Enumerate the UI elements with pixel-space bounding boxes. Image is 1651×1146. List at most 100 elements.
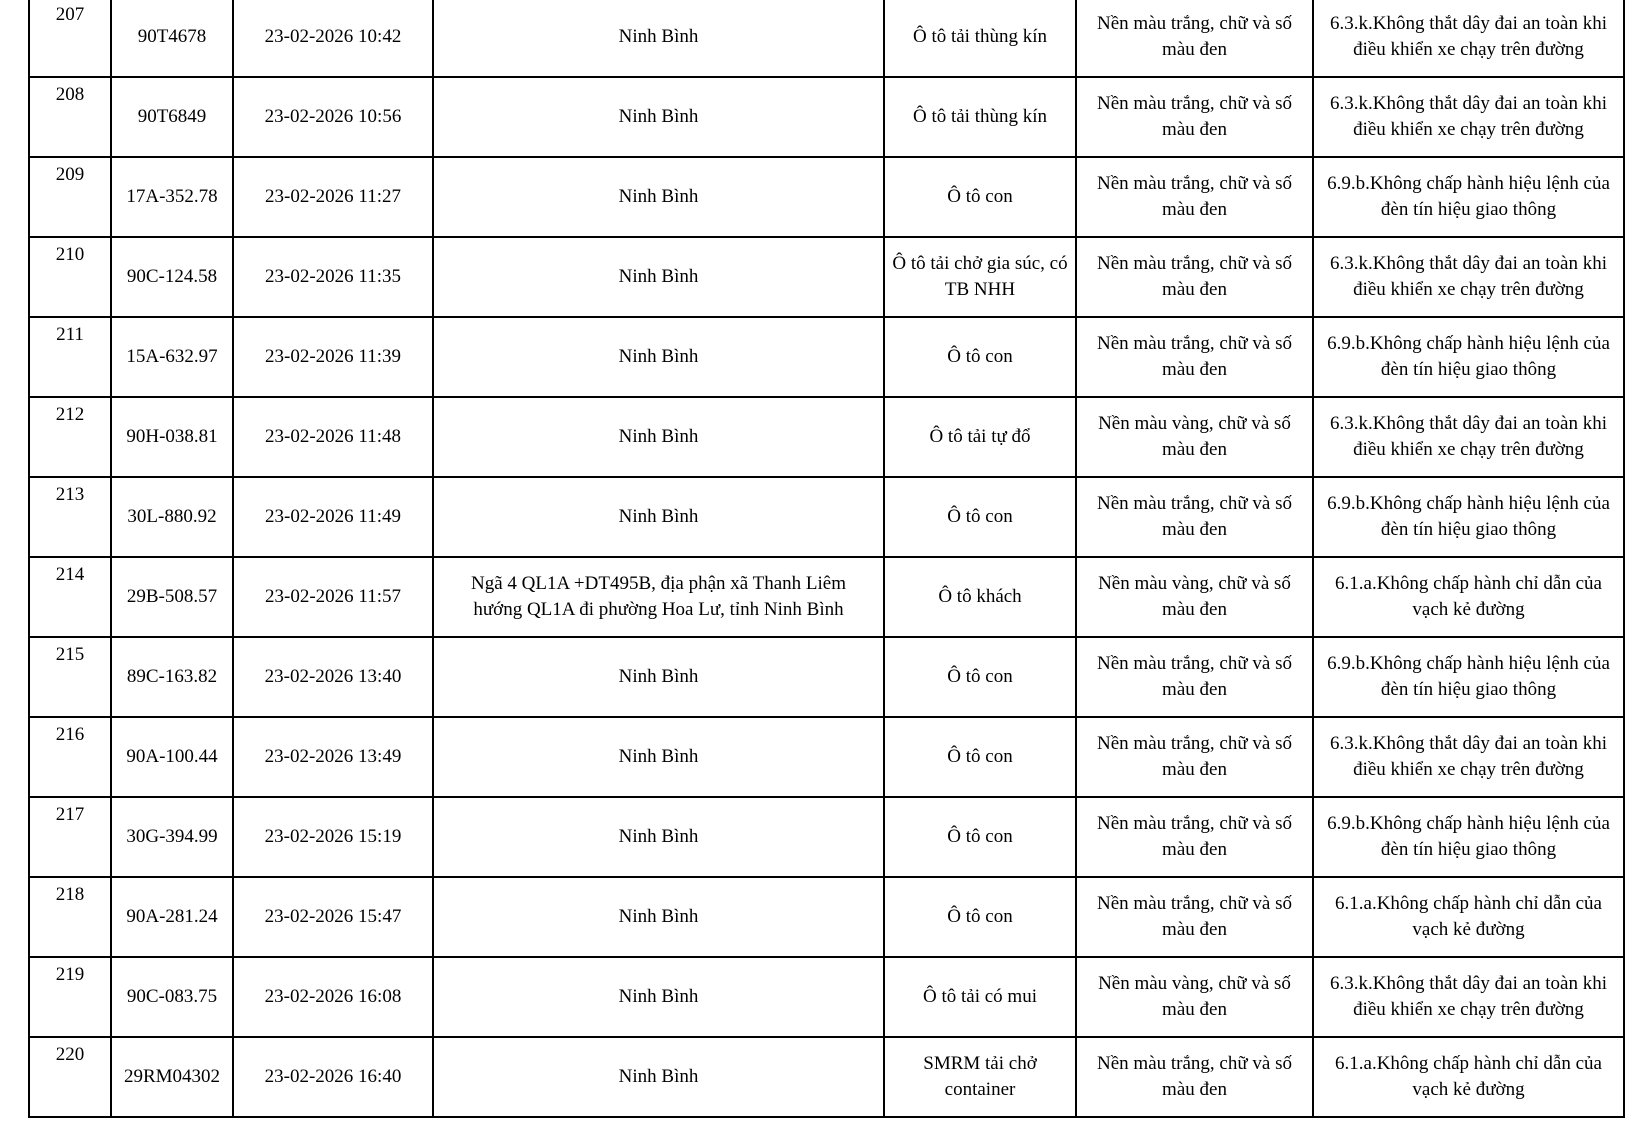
- index-cell: 220: [28, 1036, 112, 1118]
- datetime-cell: 23-02-2026 16:08: [232, 956, 434, 1038]
- vehicle-cell: Ô tô con: [883, 316, 1077, 398]
- vehicle-cell: Ô tô tải thùng kín: [883, 0, 1077, 78]
- index-cell: 217: [28, 796, 112, 878]
- plate-cell: 90A-281.24: [110, 876, 234, 958]
- index-cell: 213: [28, 476, 112, 558]
- location-cell: Ninh Bình: [432, 636, 885, 718]
- plate-color-cell: Nền màu trắng, chữ và số màu đen: [1075, 636, 1314, 718]
- index-cell: 207: [28, 0, 112, 78]
- datetime-cell: 23-02-2026 11:39: [232, 316, 434, 398]
- violation-cell: 6.3.k.Không thắt dây đai an toàn khi điề…: [1312, 956, 1625, 1038]
- violation-cell: 6.9.b.Không chấp hành hiệu lệnh của đèn …: [1312, 796, 1625, 878]
- table-row: 208 90T6849 23-02-2026 10:56 Ninh Bình Ô tô …: [28, 76, 1625, 158]
- index-cell: 210: [28, 236, 112, 318]
- plate-cell: 90A-100.44: [110, 716, 234, 798]
- vehicle-cell: SMRM tải chở container: [883, 1036, 1077, 1118]
- vehicle-cell: Ô tô con: [883, 876, 1077, 958]
- plate-cell: 30G-394.99: [110, 796, 234, 878]
- plate-color-cell: Nền màu trắng, chữ và số màu đen: [1075, 796, 1314, 878]
- vehicle-cell: Ô tô con: [883, 156, 1077, 238]
- index-cell: 214: [28, 556, 112, 638]
- violation-cell: 6.3.k.Không thắt dây đai an toàn khi điề…: [1312, 396, 1625, 478]
- datetime-cell: 23-02-2026 15:47: [232, 876, 434, 958]
- vehicle-cell: Ô tô con: [883, 636, 1077, 718]
- table-row: 210 90C-124.58 23-02-2026 11:35 Ninh Bình Ô …: [28, 236, 1625, 318]
- violation-cell: 6.1.a.Không chấp hành chỉ dẫn của vạch k…: [1312, 556, 1625, 638]
- violation-cell: 6.9.b.Không chấp hành hiệu lệnh của đèn …: [1312, 636, 1625, 718]
- datetime-cell: 23-02-2026 11:48: [232, 396, 434, 478]
- location-cell: Ninh Bình: [432, 236, 885, 318]
- violation-cell: 6.1.a.Không chấp hành chỉ dẫn của vạch k…: [1312, 876, 1625, 958]
- violation-cell: 6.3.k.Không thắt dây đai an toàn khi điề…: [1312, 76, 1625, 158]
- violation-cell: 6.1.a.Không chấp hành chỉ dẫn của vạch k…: [1312, 1036, 1625, 1118]
- location-cell: Ninh Bình: [432, 316, 885, 398]
- vehicle-cell: Ô tô con: [883, 716, 1077, 798]
- table-row: 219 90C-083.75 23-02-2026 16:08 Ninh Bình Ô …: [28, 956, 1625, 1038]
- plate-color-cell: Nền màu trắng, chữ và số màu đen: [1075, 316, 1314, 398]
- vehicle-cell: Ô tô tải có mui: [883, 956, 1077, 1038]
- vehicle-cell: Ô tô khách: [883, 556, 1077, 638]
- table-row: 207 90T4678 23-02-2026 10:42 Ninh Bình Ô tô …: [28, 0, 1625, 78]
- datetime-cell: 23-02-2026 10:56: [232, 76, 434, 158]
- location-cell: Ninh Bình: [432, 716, 885, 798]
- plate-color-cell: Nền màu trắng, chữ và số màu đen: [1075, 476, 1314, 558]
- location-cell: Ninh Bình: [432, 0, 885, 78]
- table-row: 212 90H-038.81 23-02-2026 11:48 Ninh Bình Ô …: [28, 396, 1625, 478]
- violations-table-body: 207 90T4678 23-02-2026 10:42 Ninh Bình Ô tô …: [28, 0, 1625, 1118]
- plate-cell: 30L-880.92: [110, 476, 234, 558]
- location-cell: Ninh Bình: [432, 876, 885, 958]
- vehicle-cell: Ô tô con: [883, 476, 1077, 558]
- violation-cell: 6.3.k.Không thắt dây đai an toàn khi điề…: [1312, 236, 1625, 318]
- plate-cell: 17A-352.78: [110, 156, 234, 238]
- plate-cell: 15A-632.97: [110, 316, 234, 398]
- location-cell: Ngã 4 QL1A +DT495B, địa phận xã Thanh Li…: [432, 556, 885, 638]
- location-cell: Ninh Bình: [432, 156, 885, 238]
- plate-color-cell: Nền màu vàng, chữ và số màu đen: [1075, 556, 1314, 638]
- index-cell: 216: [28, 716, 112, 798]
- datetime-cell: 23-02-2026 13:49: [232, 716, 434, 798]
- plate-color-cell: Nền màu trắng, chữ và số màu đen: [1075, 1036, 1314, 1118]
- plate-color-cell: Nền màu trắng, chữ và số màu đen: [1075, 76, 1314, 158]
- violation-cell: 6.3.k.Không thắt dây đai an toàn khi điề…: [1312, 716, 1625, 798]
- plate-color-cell: Nền màu trắng, chữ và số màu đen: [1075, 716, 1314, 798]
- violation-cell: 6.9.b.Không chấp hành hiệu lệnh của đèn …: [1312, 316, 1625, 398]
- datetime-cell: 23-02-2026 11:27: [232, 156, 434, 238]
- location-cell: Ninh Bình: [432, 76, 885, 158]
- index-cell: 208: [28, 76, 112, 158]
- plate-cell: 90C-083.75: [110, 956, 234, 1038]
- datetime-cell: 23-02-2026 15:19: [232, 796, 434, 878]
- index-cell: 212: [28, 396, 112, 478]
- vehicle-cell: Ô tô tải thùng kín: [883, 76, 1077, 158]
- violations-table: 207 90T4678 23-02-2026 10:42 Ninh Bình Ô tô …: [28, 0, 1625, 1118]
- location-cell: Ninh Bình: [432, 1036, 885, 1118]
- plate-cell: 90C-124.58: [110, 236, 234, 318]
- plate-cell: 90T4678: [110, 0, 234, 78]
- plate-color-cell: Nền màu trắng, chữ và số màu đen: [1075, 156, 1314, 238]
- violation-cell: 6.9.b.Không chấp hành hiệu lệnh của đèn …: [1312, 476, 1625, 558]
- vehicle-cell: Ô tô con: [883, 796, 1077, 878]
- index-cell: 211: [28, 316, 112, 398]
- plate-cell: 29RM04302: [110, 1036, 234, 1118]
- index-cell: 218: [28, 876, 112, 958]
- plate-cell: 90T6849: [110, 76, 234, 158]
- table-row: 216 90A-100.44 23-02-2026 13:49 Ninh Bình Ô …: [28, 716, 1625, 798]
- datetime-cell: 23-02-2026 11:57: [232, 556, 434, 638]
- vehicle-cell: Ô tô tải chở gia súc, có TB NHH: [883, 236, 1077, 318]
- plate-color-cell: Nền màu vàng, chữ và số màu đen: [1075, 396, 1314, 478]
- location-cell: Ninh Bình: [432, 796, 885, 878]
- plate-cell: 29B-508.57: [110, 556, 234, 638]
- index-cell: 215: [28, 636, 112, 718]
- plate-color-cell: Nền màu trắng, chữ và số màu đen: [1075, 0, 1314, 78]
- violation-cell: 6.9.b.Không chấp hành hiệu lệnh của đèn …: [1312, 156, 1625, 238]
- table-row: 215 89C-163.82 23-02-2026 13:40 Ninh Bình Ô …: [28, 636, 1625, 718]
- datetime-cell: 23-02-2026 11:49: [232, 476, 434, 558]
- plate-color-cell: Nền màu vàng, chữ và số màu đen: [1075, 956, 1314, 1038]
- plate-cell: 90H-038.81: [110, 396, 234, 478]
- table-row: 218 90A-281.24 23-02-2026 15:47 Ninh Bình Ô …: [28, 876, 1625, 958]
- index-cell: 209: [28, 156, 112, 238]
- location-cell: Ninh Bình: [432, 956, 885, 1038]
- index-cell: 219: [28, 956, 112, 1038]
- plate-color-cell: Nền màu trắng, chữ và số màu đen: [1075, 236, 1314, 318]
- table-row: 209 17A-352.78 23-02-2026 11:27 Ninh Bình Ô …: [28, 156, 1625, 238]
